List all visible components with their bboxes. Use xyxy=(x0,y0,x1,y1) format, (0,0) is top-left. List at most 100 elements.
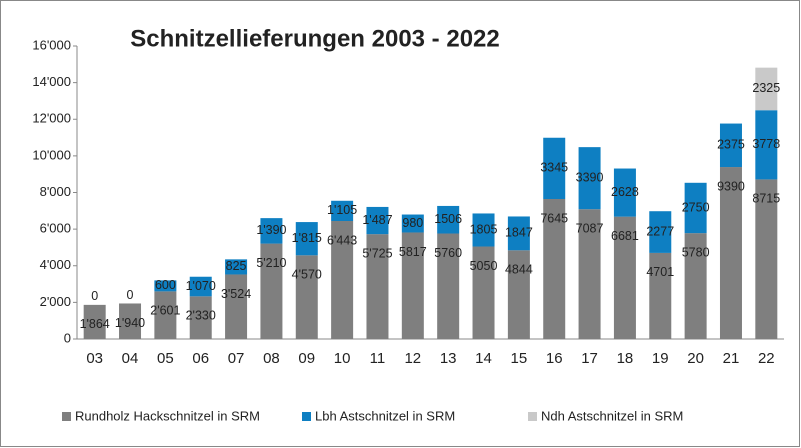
data-label: 1'390 xyxy=(256,223,286,237)
x-tick-label: 08 xyxy=(263,350,280,367)
data-label: 1847 xyxy=(505,226,533,240)
x-tick-label: 15 xyxy=(511,350,528,367)
data-label: 5780 xyxy=(682,245,710,259)
y-tick-label: 12'000 xyxy=(32,111,71,126)
legend-label: Rundholz Hackschnitzel in SRM xyxy=(75,408,260,423)
bar-segment xyxy=(366,234,389,339)
data-label: 5'725 xyxy=(362,246,392,260)
x-tick-label: 06 xyxy=(192,350,209,367)
y-tick-label: 14'000 xyxy=(32,74,71,89)
legend-label: Lbh Astschnitzel in SRM xyxy=(315,408,455,423)
bar-segment xyxy=(119,303,142,339)
legend-label: Ndh Astschnitzel in SRM xyxy=(541,408,683,423)
legend-swatch xyxy=(62,412,71,421)
bar-segment xyxy=(331,200,354,222)
bar-segment xyxy=(507,250,530,339)
bar-segment xyxy=(543,199,566,339)
bar-segment xyxy=(295,255,318,339)
x-tick-label: 20 xyxy=(687,350,704,367)
data-label: 3345 xyxy=(540,161,568,175)
x-tick-label: 17 xyxy=(581,350,598,367)
legend-swatch xyxy=(302,412,311,421)
bar-segment xyxy=(331,221,354,339)
data-label: 7645 xyxy=(540,211,568,225)
bar-segment xyxy=(437,233,460,339)
data-label: 7087 xyxy=(576,222,604,236)
y-tick-label: 2'000 xyxy=(40,294,71,309)
bar-segment xyxy=(472,246,495,339)
chart-title: Schnitzellieferungen 2003 - 2022 xyxy=(130,25,499,52)
legend-swatch xyxy=(528,412,537,421)
data-label: 1'864 xyxy=(80,317,110,331)
x-tick-label: 21 xyxy=(723,350,740,367)
y-tick-label: 4'000 xyxy=(40,257,71,272)
bar-segment xyxy=(613,216,636,339)
x-tick-label: 12 xyxy=(404,350,421,367)
bar-segment xyxy=(260,218,283,244)
data-label: 1'105 xyxy=(327,203,357,217)
data-label: 825 xyxy=(226,259,247,273)
bar-segment xyxy=(189,296,212,339)
bar-segment xyxy=(83,304,106,339)
x-tick-label: 19 xyxy=(652,350,669,367)
data-label: 5760 xyxy=(434,246,462,260)
x-tick-label: 10 xyxy=(334,350,351,367)
data-label: 2'601 xyxy=(150,304,180,318)
data-label: 2277 xyxy=(646,224,674,238)
data-label: 0 xyxy=(91,289,98,303)
bar-segment xyxy=(578,147,601,210)
data-label: 1'815 xyxy=(292,231,322,245)
bar-segment xyxy=(755,179,778,339)
data-label: 5'210 xyxy=(256,256,286,270)
bar-segment xyxy=(755,67,778,111)
bar-segment xyxy=(189,276,212,297)
x-tick-label: 13 xyxy=(440,350,457,367)
data-label: 3'524 xyxy=(221,287,251,301)
x-tick-label: 09 xyxy=(298,350,315,367)
data-label: 4844 xyxy=(505,263,533,277)
y-tick-label: 16'000 xyxy=(32,37,71,52)
bar-segment xyxy=(755,110,778,180)
data-label: 1506 xyxy=(434,212,462,226)
y-tick-label: 8'000 xyxy=(40,184,71,199)
y-tick-label: 10'000 xyxy=(32,147,71,162)
bar-segment xyxy=(295,222,318,256)
x-tick-label: 11 xyxy=(370,350,386,367)
data-label: 2325 xyxy=(752,81,780,95)
data-label: 1'487 xyxy=(362,213,392,227)
data-label: 2375 xyxy=(717,138,745,152)
y-tick-label: 6'000 xyxy=(40,221,71,236)
bar-segment xyxy=(401,214,424,233)
bar-segment xyxy=(154,280,177,292)
data-label: 600 xyxy=(155,278,176,292)
data-label: 5817 xyxy=(399,245,427,259)
data-label: 4'570 xyxy=(292,268,322,282)
bar-segment xyxy=(684,233,707,339)
x-tick-label: 07 xyxy=(228,350,245,367)
bar-segment xyxy=(649,211,672,253)
data-label: 1'940 xyxy=(115,316,145,330)
x-tick-label: 18 xyxy=(617,350,634,367)
data-label: 2'330 xyxy=(186,309,216,323)
x-tick-label: 03 xyxy=(86,350,103,367)
bar-segment xyxy=(578,209,601,339)
data-label: 6681 xyxy=(611,229,639,243)
data-label: 3778 xyxy=(752,137,780,151)
bar-segment xyxy=(719,123,742,168)
data-label: 2750 xyxy=(682,200,710,214)
bar-segment xyxy=(437,205,460,234)
x-tick-label: 14 xyxy=(475,350,492,367)
data-label: 0 xyxy=(127,288,134,302)
bar-segment xyxy=(649,252,672,339)
bar-segment xyxy=(543,137,566,200)
bar-segment xyxy=(472,213,495,247)
data-label: 2628 xyxy=(611,185,639,199)
bar-segment xyxy=(225,259,248,275)
x-tick-label: 04 xyxy=(122,350,139,367)
bar-segment xyxy=(684,182,707,234)
bar-segment xyxy=(260,243,283,339)
data-label: 980 xyxy=(402,216,423,230)
x-tick-label: 16 xyxy=(546,350,563,367)
